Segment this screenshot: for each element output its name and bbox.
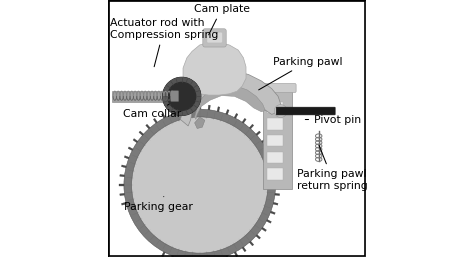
Polygon shape (217, 107, 220, 112)
Polygon shape (262, 139, 266, 143)
FancyBboxPatch shape (259, 84, 296, 93)
Polygon shape (124, 156, 129, 159)
Text: Parking gear: Parking gear (124, 197, 193, 212)
Polygon shape (139, 131, 144, 135)
Polygon shape (189, 105, 191, 110)
Text: Cam collar: Cam collar (123, 104, 181, 119)
Circle shape (132, 117, 268, 253)
Wedge shape (124, 109, 275, 257)
Polygon shape (226, 109, 229, 114)
FancyBboxPatch shape (207, 32, 222, 43)
Polygon shape (128, 147, 133, 151)
Polygon shape (242, 118, 246, 123)
Polygon shape (133, 139, 138, 143)
Polygon shape (162, 252, 165, 257)
FancyBboxPatch shape (266, 152, 283, 163)
Polygon shape (234, 252, 238, 257)
Polygon shape (270, 211, 275, 214)
Polygon shape (181, 71, 281, 126)
Polygon shape (249, 124, 254, 129)
Polygon shape (270, 156, 275, 159)
Polygon shape (266, 219, 272, 223)
Polygon shape (162, 113, 165, 118)
Polygon shape (121, 165, 127, 168)
Text: Parking pawl: Parking pawl (259, 57, 343, 90)
Polygon shape (273, 165, 278, 168)
FancyBboxPatch shape (266, 118, 283, 130)
Polygon shape (273, 202, 278, 205)
Polygon shape (195, 117, 205, 128)
Polygon shape (153, 118, 157, 123)
Polygon shape (249, 241, 254, 246)
Polygon shape (266, 147, 272, 151)
FancyBboxPatch shape (171, 91, 179, 102)
Polygon shape (170, 256, 173, 257)
FancyBboxPatch shape (266, 102, 283, 113)
FancyBboxPatch shape (263, 91, 292, 189)
Polygon shape (262, 227, 266, 232)
FancyBboxPatch shape (266, 168, 283, 180)
Polygon shape (146, 124, 150, 129)
Polygon shape (275, 175, 280, 177)
Polygon shape (121, 202, 127, 205)
Polygon shape (120, 175, 125, 177)
Polygon shape (120, 193, 125, 196)
Wedge shape (274, 105, 287, 117)
Polygon shape (234, 113, 238, 118)
Polygon shape (226, 256, 229, 257)
Polygon shape (256, 131, 261, 135)
Polygon shape (183, 42, 246, 95)
Polygon shape (275, 193, 280, 196)
Text: Actuator rod with
Compression spring: Actuator rod with Compression spring (110, 18, 218, 67)
Text: Cam plate: Cam plate (193, 4, 250, 35)
Polygon shape (242, 247, 246, 252)
Polygon shape (170, 109, 173, 114)
FancyBboxPatch shape (203, 29, 226, 47)
Polygon shape (119, 184, 124, 186)
Text: Pivot pin: Pivot pin (305, 115, 361, 124)
Polygon shape (199, 105, 201, 109)
FancyBboxPatch shape (109, 0, 365, 257)
Polygon shape (275, 184, 280, 186)
Polygon shape (208, 105, 210, 110)
Polygon shape (256, 235, 261, 239)
Text: Parking pawl
return spring: Parking pawl return spring (297, 145, 368, 191)
FancyBboxPatch shape (266, 135, 283, 146)
Wedge shape (163, 77, 201, 116)
FancyBboxPatch shape (112, 91, 175, 102)
Polygon shape (195, 85, 265, 120)
Wedge shape (163, 77, 201, 116)
FancyBboxPatch shape (276, 107, 335, 115)
Polygon shape (180, 107, 182, 112)
